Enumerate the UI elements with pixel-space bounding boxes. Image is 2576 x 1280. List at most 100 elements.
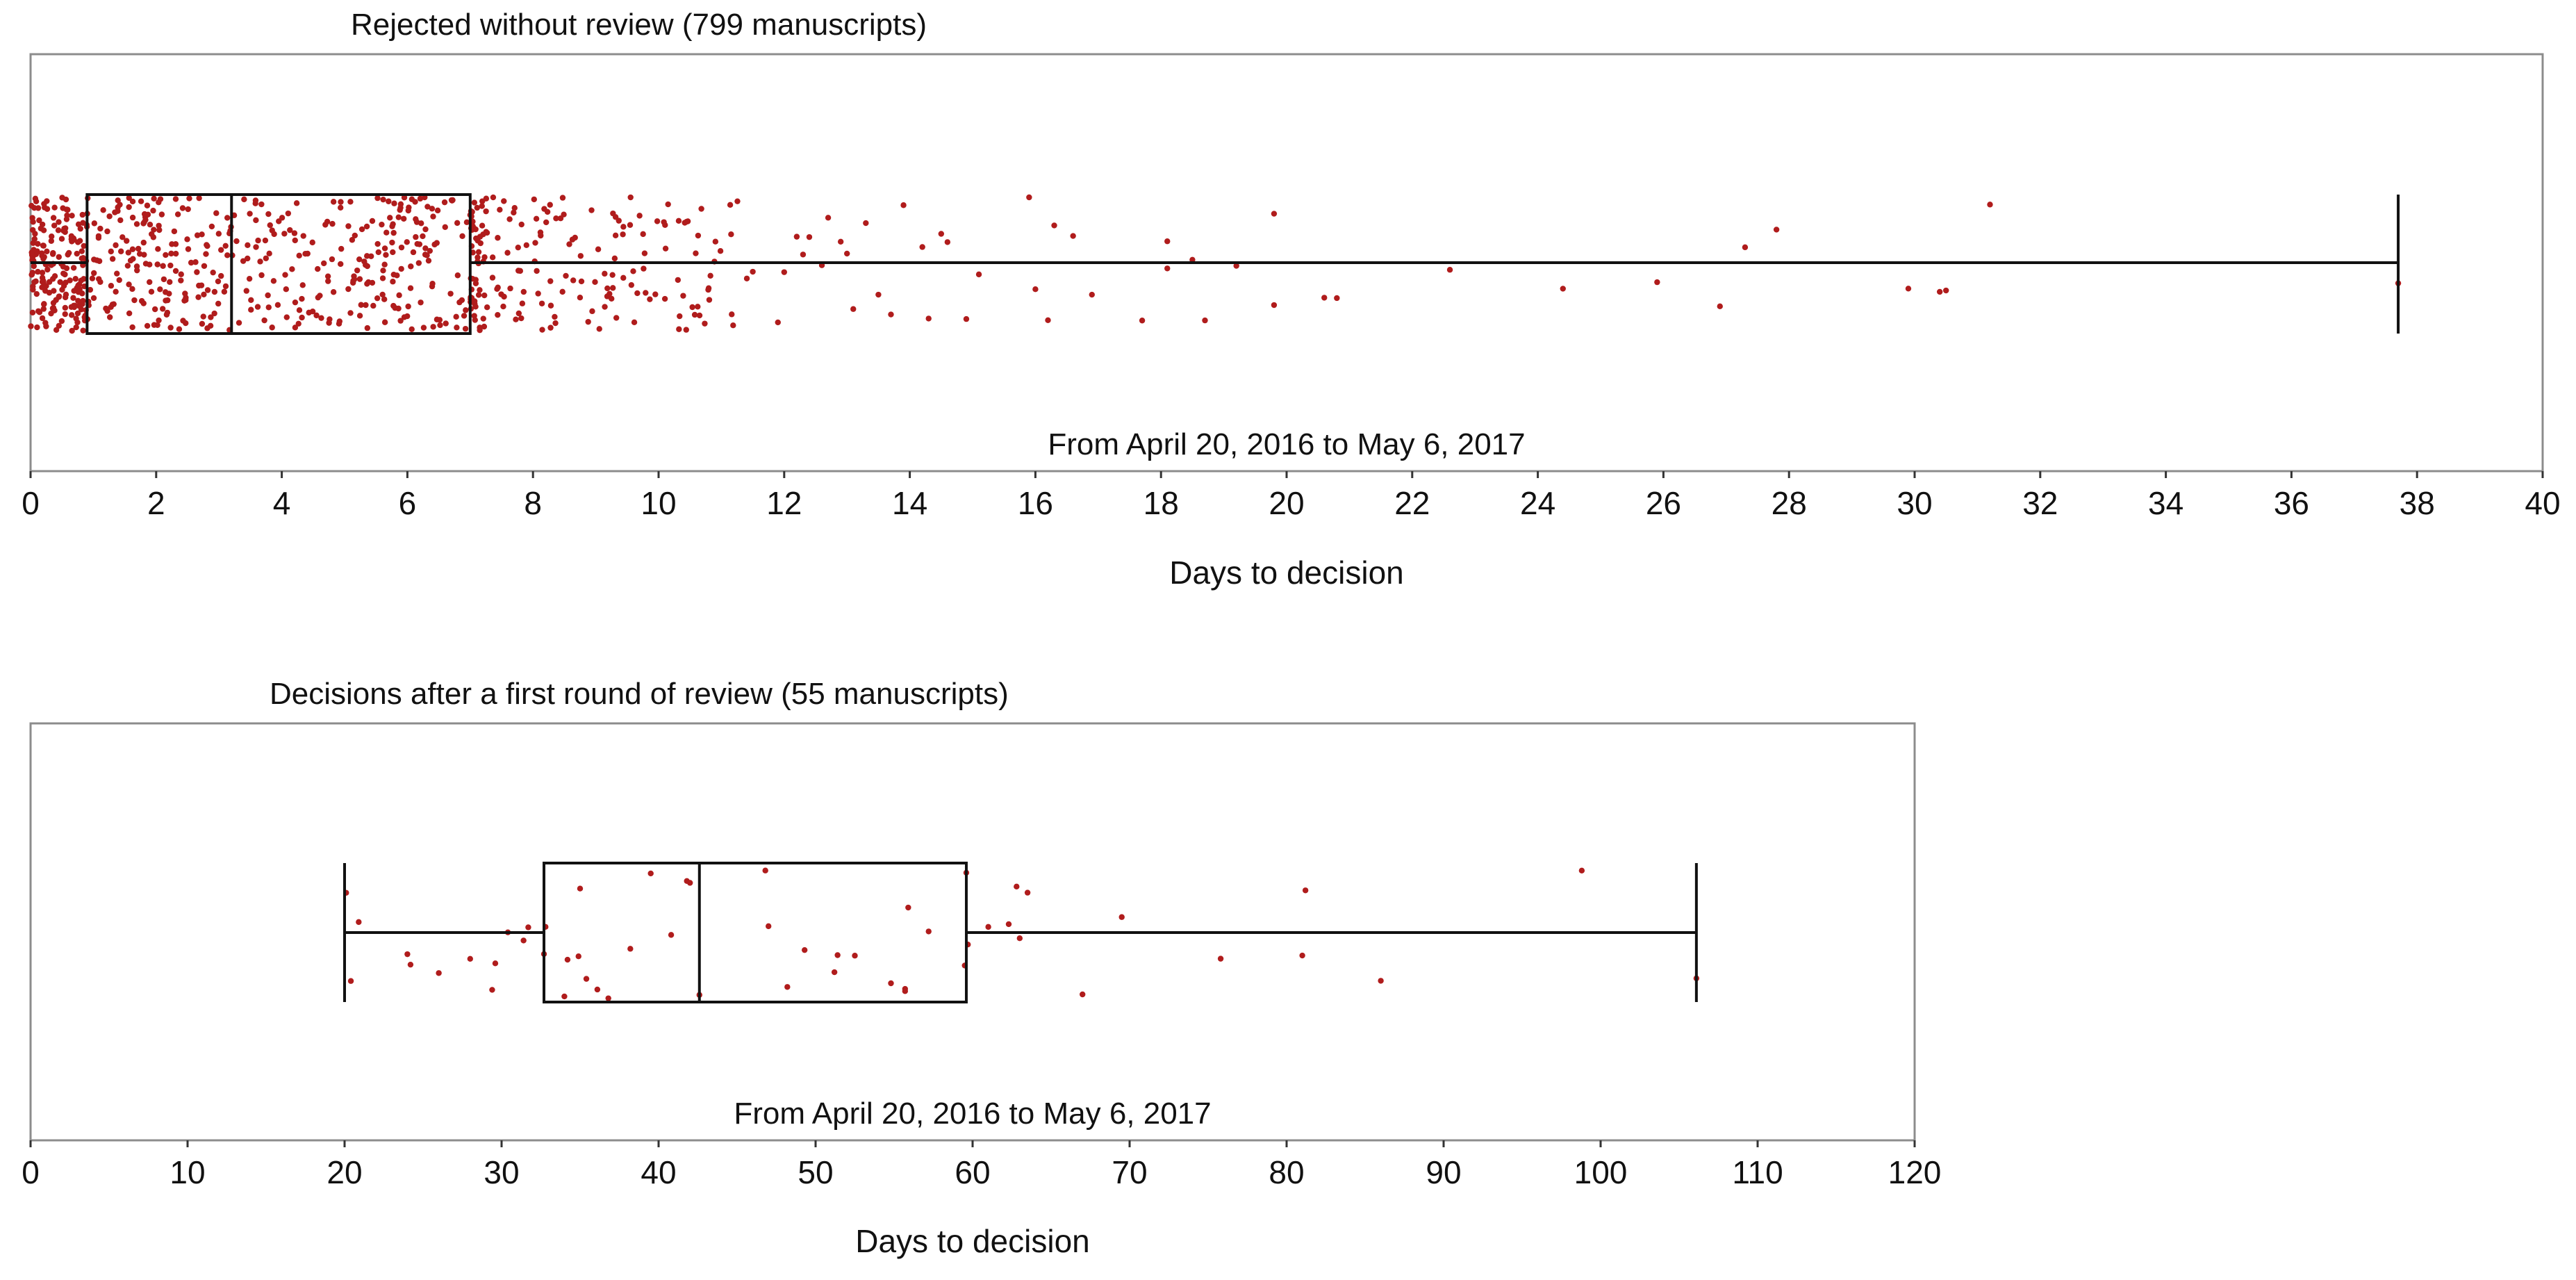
- data-point: [203, 251, 209, 257]
- data-point: [113, 242, 119, 249]
- data-point: [76, 286, 83, 293]
- data-point: [541, 206, 547, 212]
- data-point: [112, 209, 118, 215]
- data-point: [194, 269, 200, 275]
- data-point: [109, 301, 116, 308]
- data-point: [498, 291, 504, 297]
- data-point: [29, 309, 36, 315]
- data-point: [533, 215, 540, 222]
- data-point: [347, 199, 354, 205]
- data-point: [345, 223, 352, 229]
- data-point: [1024, 889, 1031, 896]
- data-point: [1271, 302, 1278, 309]
- data-point: [728, 231, 734, 238]
- data-point: [192, 259, 199, 265]
- data-point: [1987, 202, 1993, 208]
- data-point: [1164, 238, 1171, 245]
- x-tick-label: 20: [327, 1154, 362, 1190]
- data-point: [330, 199, 337, 205]
- data-point: [79, 211, 85, 218]
- data-point: [404, 313, 411, 320]
- data-point: [87, 286, 94, 293]
- data-point: [611, 255, 618, 262]
- data-point: [80, 220, 86, 226]
- data-point: [157, 286, 163, 293]
- data-point: [471, 313, 477, 319]
- data-point: [1045, 317, 1051, 323]
- data-point: [564, 956, 571, 963]
- data-point: [398, 244, 405, 251]
- data-point: [477, 287, 483, 293]
- data-point: [1164, 265, 1171, 272]
- data-point: [489, 274, 496, 281]
- x-tick-label: 26: [1646, 485, 1681, 521]
- data-point: [415, 260, 422, 266]
- data-point: [1271, 211, 1278, 217]
- data-point: [459, 297, 465, 304]
- data-point: [727, 202, 734, 208]
- data-point: [1233, 263, 1239, 269]
- data-point: [113, 288, 119, 295]
- data-point: [647, 870, 654, 877]
- data-point: [248, 297, 254, 304]
- data-point: [1202, 317, 1208, 324]
- data-point: [51, 204, 58, 211]
- data-point: [147, 221, 154, 228]
- data-point: [391, 200, 397, 206]
- data-point: [211, 288, 218, 295]
- x-tick-label: 40: [2525, 485, 2560, 521]
- data-point: [396, 292, 402, 299]
- data-point: [248, 306, 254, 313]
- data-point: [265, 304, 272, 311]
- data-point: [523, 242, 529, 249]
- data-point: [454, 220, 461, 227]
- data-point: [380, 268, 386, 274]
- data-point: [299, 314, 305, 321]
- data-point: [38, 225, 44, 231]
- x-tick-label: 0: [22, 1154, 40, 1190]
- data-point: [125, 249, 132, 256]
- data-point: [605, 995, 611, 1001]
- data-point: [163, 297, 169, 304]
- data-point: [208, 223, 215, 230]
- data-point: [412, 199, 418, 205]
- data-point: [547, 202, 553, 208]
- x-tick-label: 30: [484, 1154, 519, 1190]
- data-point: [245, 242, 251, 249]
- data-point: [459, 233, 465, 239]
- data-point: [484, 229, 490, 236]
- data-point: [395, 214, 402, 220]
- data-point: [543, 219, 550, 226]
- data-point: [183, 297, 189, 303]
- data-point: [254, 304, 261, 310]
- x-tick-label: 100: [1574, 1154, 1628, 1190]
- data-point: [354, 267, 361, 274]
- data-point: [630, 268, 636, 274]
- data-point: [585, 318, 591, 325]
- panel-2-subtitle: From April 20, 2016 to May 6, 2017: [734, 1097, 1211, 1131]
- x-tick-label: 0: [22, 485, 40, 521]
- data-point: [324, 273, 331, 279]
- data-point: [80, 255, 86, 261]
- data-point: [420, 325, 427, 331]
- data-point: [534, 268, 540, 274]
- data-point: [30, 219, 36, 225]
- data-point: [418, 300, 424, 306]
- data-point: [515, 244, 521, 251]
- data-point: [274, 302, 281, 309]
- data-point: [337, 204, 344, 211]
- data-point: [364, 263, 370, 270]
- panel-2-x-axis-label: Days to decision: [855, 1223, 1090, 1259]
- data-point: [279, 215, 286, 221]
- data-point: [329, 220, 336, 227]
- data-point: [63, 216, 70, 222]
- data-point: [62, 229, 68, 236]
- data-point: [70, 295, 76, 301]
- data-point: [888, 980, 894, 987]
- data-point: [129, 246, 136, 252]
- data-point: [345, 286, 352, 293]
- data-point: [395, 305, 402, 312]
- data-point: [292, 237, 298, 244]
- data-point: [133, 221, 140, 227]
- data-point: [163, 252, 169, 259]
